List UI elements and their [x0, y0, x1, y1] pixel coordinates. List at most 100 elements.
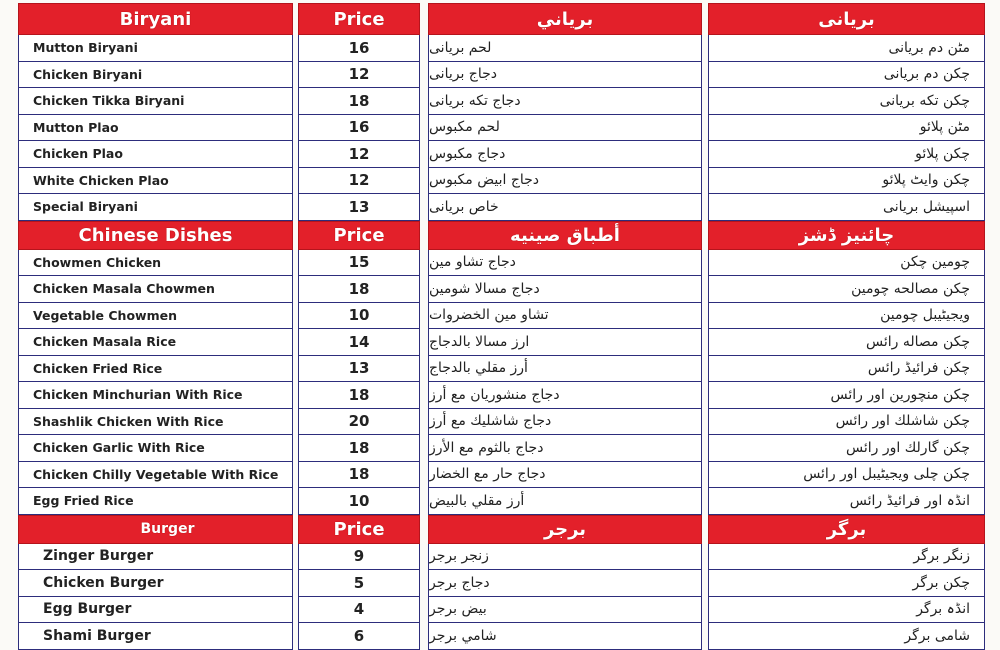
- menu-item-row: Mutton Biryani 16 لحم بریانی مٹن دم بریانی: [18, 35, 985, 62]
- item-name-en: Chicken Burger: [18, 570, 293, 597]
- menu-item-row: Chicken Fried Rice 13 أرز مقلي بالدجاج چکن …: [18, 355, 985, 382]
- item-name-ur: چکن دم بریانی: [708, 61, 985, 88]
- item-price: 12: [298, 141, 420, 168]
- section-header: Burger Price برجر برگر: [18, 514, 985, 544]
- item-name-ar: دجاج بریانی: [428, 61, 702, 88]
- item-name-ur: چکن شاشلك اور رائس: [708, 408, 985, 435]
- menu-item-row: Mutton Plao 16 لحم مکبوس مٹن پلائو: [18, 114, 985, 141]
- section-header: Chinese Dishes Price أطباق صينيه چائنیز ڈشز: [18, 220, 985, 250]
- item-name-ur: چکن چلی ویجیٹیبل اور رائس: [708, 461, 985, 488]
- item-name-en: Chicken Masala Rice: [18, 329, 293, 356]
- item-name-en: Vegetable Chowmen: [18, 302, 293, 329]
- item-price: 14: [298, 329, 420, 356]
- header-name-ur: بریانی: [708, 3, 985, 35]
- item-name-en: Chicken Tikka Biryani: [18, 88, 293, 115]
- item-price: 18: [298, 88, 420, 115]
- header-name-ur: برگر: [708, 514, 985, 544]
- menu-item-row: Chicken Masala Rice 14 ارز مسالا بالدجاج چک…: [18, 329, 985, 356]
- menu-item-row: Special Biryani 13 خاص بریانی اسپیشل بریانی: [18, 194, 985, 221]
- item-name-en: Chicken Fried Rice: [18, 355, 293, 382]
- menu-item-row: Egg Fried Rice 10 أرز مقلي بالبيض انڈہ اور …: [18, 488, 985, 515]
- section-chinese: Chinese Dishes Price أطباق صينيه چائنیز ڈشز…: [18, 220, 985, 515]
- item-name-ar: خاص بریانی: [428, 194, 702, 221]
- item-name-ur: انڈہ برگر: [708, 596, 985, 623]
- item-name-ar: زنجر برجر: [428, 543, 702, 570]
- item-price: 5: [298, 570, 420, 597]
- item-name-en: Special Biryani: [18, 194, 293, 221]
- item-price: 12: [298, 167, 420, 194]
- header-price: Price: [298, 514, 420, 544]
- item-name-en: Chowmen Chicken: [18, 249, 293, 276]
- header-name-en: Biryani: [18, 3, 293, 35]
- item-name-ar: أرز مقلي بالبيض: [428, 488, 702, 515]
- item-name-en: White Chicken Plao: [18, 167, 293, 194]
- item-name-ur: چکن فرائیڈ رائس: [708, 355, 985, 382]
- menu-item-row: Egg Burger 4 بيض برجر انڈہ برگر: [18, 596, 985, 623]
- menu-item-row: Chicken Biryani 12 دجاج بریانی چکن دم بریان…: [18, 61, 985, 88]
- item-name-ur: ویجیٹیبل چومین: [708, 302, 985, 329]
- item-name-en: Shashlik Chicken With Rice: [18, 408, 293, 435]
- item-name-en: Chicken Chilly Vegetable With Rice: [18, 461, 293, 488]
- item-price: 10: [298, 488, 420, 515]
- item-name-ar: دجاج مکبوس: [428, 141, 702, 168]
- item-name-en: Chicken Biryani: [18, 61, 293, 88]
- menu-item-row: Chicken Masala Chowmen 18 دجاج مسالا شومین…: [18, 276, 985, 303]
- menu-item-row: Chicken Garlic With Rice 18 دجاج بالثوم مع…: [18, 435, 985, 462]
- item-name-ar: دجاج مسالا شومین: [428, 276, 702, 303]
- item-name-en: Egg Burger: [18, 596, 293, 623]
- item-name-en: Chicken Plao: [18, 141, 293, 168]
- item-name-ur: مٹن دم بریانی: [708, 35, 985, 62]
- item-price: 6: [298, 623, 420, 650]
- item-name-ur: زنگر برگر: [708, 543, 985, 570]
- item-name-en: Egg Fried Rice: [18, 488, 293, 515]
- header-name-ar: أطباق صينيه: [428, 220, 702, 250]
- item-name-en: Mutton Biryani: [18, 35, 293, 62]
- header-price: Price: [298, 3, 420, 35]
- item-price: 13: [298, 355, 420, 382]
- item-name-ur: انڈہ اور فرائیڈ رائس: [708, 488, 985, 515]
- item-name-ar: لحم بریانی: [428, 35, 702, 62]
- item-name-ur: شامی برگر: [708, 623, 985, 650]
- header-name-ar: برياني: [428, 3, 702, 35]
- header-name-en: Chinese Dishes: [18, 220, 293, 250]
- item-name-ar: بيض برجر: [428, 596, 702, 623]
- item-name-ur: چکن منچورین اور رائس: [708, 382, 985, 409]
- item-name-ur: چکن برگر: [708, 570, 985, 597]
- item-name-en: Chicken Minchurian With Rice: [18, 382, 293, 409]
- item-name-en: Zinger Burger: [18, 543, 293, 570]
- item-name-ar: دجاج ابیض مکبوس: [428, 167, 702, 194]
- item-price: 13: [298, 194, 420, 221]
- item-price: 18: [298, 382, 420, 409]
- item-name-ur: چکن مصالحه چومین: [708, 276, 985, 303]
- menu-item-row: Chicken Tikka Biryani 18 دجاج تکه بریانی چک…: [18, 88, 985, 115]
- item-name-ur: مٹن پلائو: [708, 114, 985, 141]
- item-price: 10: [298, 302, 420, 329]
- item-price: 4: [298, 596, 420, 623]
- item-name-ar: ارز مسالا بالدجاج: [428, 329, 702, 356]
- item-name-ar: دجاج شاشليك مع أرز: [428, 408, 702, 435]
- item-name-en: Chicken Masala Chowmen: [18, 276, 293, 303]
- item-price: 9: [298, 543, 420, 570]
- item-name-ar: دجاج حار مع الخضار: [428, 461, 702, 488]
- section-biryani: Biryani Price برياني بریانی Mutton Biryani 16…: [18, 3, 985, 221]
- item-name-ar: تشاو مین الخضروات: [428, 302, 702, 329]
- item-name-ur: چکن وایٹ پلائو: [708, 167, 985, 194]
- menu-item-row: Shami Burger 6 شامي برجر شامی برگر: [18, 623, 985, 650]
- item-price: 15: [298, 249, 420, 276]
- item-price: 18: [298, 435, 420, 462]
- header-name-en: Burger: [18, 514, 293, 544]
- header-price: Price: [298, 220, 420, 250]
- menu-table: Biryani Price برياني بریانی Mutton Biryani 16…: [18, 3, 985, 650]
- menu-item-row: White Chicken Plao 12 دجاج ابیض مکبوس چکن و…: [18, 167, 985, 194]
- section-burger: Burger Price برجر برگر Zinger Burger 9 زنجر بر…: [18, 514, 985, 650]
- menu-item-row: Chicken Minchurian With Rice 18 دجاج منشور…: [18, 382, 985, 409]
- item-name-ur: اسپیشل بریانی: [708, 194, 985, 221]
- item-name-ar: دجاج برجر: [428, 570, 702, 597]
- header-name-ur: چائنیز ڈشز: [708, 220, 985, 250]
- item-name-ur: چکن پلائو: [708, 141, 985, 168]
- item-price: 18: [298, 276, 420, 303]
- item-name-en: Mutton Plao: [18, 114, 293, 141]
- menu-item-row: Chicken Burger 5 دجاج برجر چکن برگر: [18, 570, 985, 597]
- item-price: 20: [298, 408, 420, 435]
- item-name-ar: لحم مکبوس: [428, 114, 702, 141]
